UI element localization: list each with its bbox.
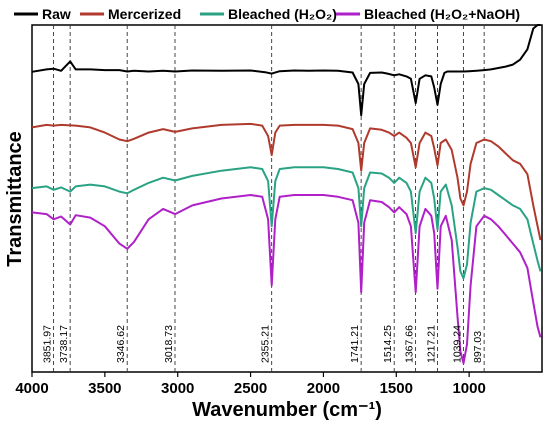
x-tick-label: 1500 — [380, 380, 413, 397]
series-line-2 — [31, 166, 542, 280]
legend-label-mercerized: Mercerized — [108, 6, 181, 22]
x-tick-label: 2500 — [234, 380, 267, 397]
peak-labels: 3851.97 3738.17 3346.62 3018.73 2355.21 1741.… — [42, 325, 485, 363]
peak-label: 1217.21 — [425, 325, 437, 363]
peak-label: 3851.97 — [42, 325, 54, 363]
legend-label-bleached-h2o2-naoh: Bleached (H₂O₂+NaOH) — [364, 6, 520, 22]
x-tick-label: 2000 — [307, 380, 340, 397]
peak-label: 1514.25 — [382, 325, 394, 363]
series-line-0 — [31, 24, 541, 117]
peak-label: 1741.21 — [349, 325, 361, 363]
legend: Raw Mercerized Bleached (H₂O₂) Bleached … — [14, 6, 520, 22]
legend-label-bleached-h2o2: Bleached (H₂O₂) — [228, 6, 337, 22]
peak-label: 3018.73 — [163, 325, 175, 363]
x-tick-label: 4000 — [15, 380, 48, 397]
series-line-1 — [31, 122, 542, 241]
x-axis-title: Wavenumber (cm⁻¹) — [192, 399, 382, 421]
legend-label-raw: Raw — [42, 6, 71, 22]
series-layer — [31, 24, 542, 365]
y-axis-title: Transmittance — [4, 131, 26, 267]
peak-label: 1039.24 — [451, 325, 463, 363]
peak-label: 1367.66 — [404, 325, 416, 363]
x-axis-ticks: 4000 3500 3000 2500 2000 1500 1000 — [15, 372, 486, 397]
x-tick-label: 3500 — [88, 380, 121, 397]
series-line-3 — [31, 194, 542, 365]
peak-guides — [53, 25, 485, 372]
peak-label: 2355.21 — [260, 325, 272, 363]
peak-label: 897.03 — [472, 331, 484, 363]
plot-frame — [31, 24, 543, 373]
x-tick-label: 1000 — [452, 380, 485, 397]
peak-label: 3738.17 — [58, 325, 70, 363]
peak-label: 3346.62 — [115, 325, 127, 363]
x-tick-label: 3000 — [161, 380, 194, 397]
